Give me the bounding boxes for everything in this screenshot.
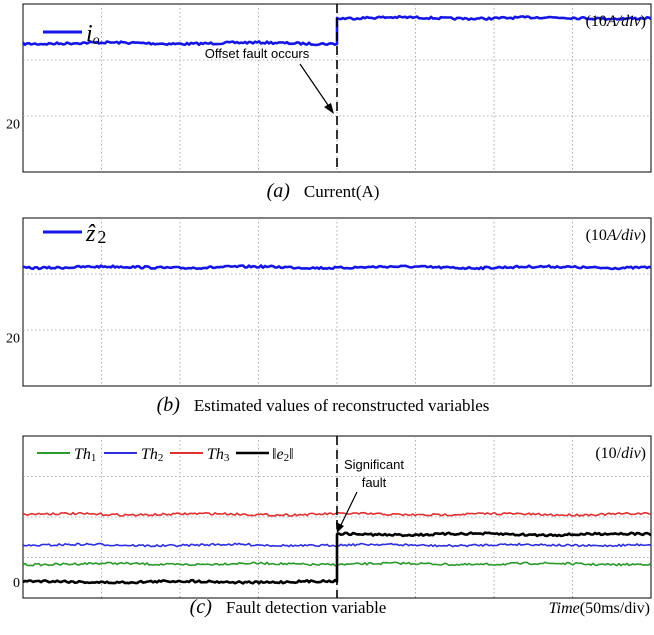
series-group-a <box>22 4 652 172</box>
legend-symbol: ‖e <box>272 446 284 463</box>
scale-pre: (10 <box>586 13 607 30</box>
legend-symbol: i <box>86 21 93 47</box>
legend-symbol: ẑ <box>85 221 96 247</box>
scale-label-b: (10A/div) <box>586 227 646 244</box>
legend-subscript: 1 <box>91 452 97 464</box>
caption-paren-close: ) <box>204 596 212 618</box>
panel-c: Th1 Th2 Th3 ‖e2‖ (10/div) 0 Significant … <box>13 435 652 618</box>
annotation-arrowhead-c <box>336 522 344 533</box>
legend-label-io: io <box>86 21 100 48</box>
series-line-b <box>22 264 652 271</box>
annotation-significant-fault-line2: fault <box>362 475 387 490</box>
legend-subscript: o <box>93 33 100 48</box>
caption-letter-c: c <box>196 596 205 618</box>
legend-label-th1: Th1 <box>74 446 96 464</box>
panel-a: io (10A/div) 20 Offset fault occurs (a) C… <box>6 3 652 202</box>
x-axis-label-time: Time <box>549 600 580 617</box>
caption-letter-a: a <box>273 180 283 202</box>
series-group-c <box>22 436 652 598</box>
ytick-label-a: 20 <box>6 117 20 132</box>
scale-italic: A/div <box>606 227 642 244</box>
scale-pre: (10/ <box>595 445 621 462</box>
x-axis-label: Time(50ms/div) <box>549 600 650 617</box>
x-axis-label-scale: (50ms/div) <box>580 600 650 617</box>
legend-subscript: 2 <box>158 452 164 464</box>
scale-pre: (10 <box>586 227 607 244</box>
grid-b <box>23 218 651 386</box>
scale-italic: A/div <box>606 13 642 30</box>
legend-symbol: Th <box>74 446 91 463</box>
ytick-label-c: 0 <box>13 576 20 591</box>
ytick-label-b: 20 <box>6 331 20 346</box>
scale-label-c: (10/div) <box>595 445 646 462</box>
annotation-arrow-a <box>299 63 331 109</box>
grid-c <box>23 436 651 598</box>
legend-symbol: Th <box>141 446 158 463</box>
legend-subscript: 2 <box>284 452 290 464</box>
legend-subscript: 3 <box>224 452 230 464</box>
annotation-significant-fault-line1: Significant <box>344 457 404 472</box>
caption-paren-close: ) <box>172 394 180 416</box>
legend-post: ‖ <box>289 446 294 463</box>
caption-paren-close: ) <box>282 180 290 202</box>
legend-c: Th1 Th2 Th3 ‖e2‖ <box>37 446 294 464</box>
caption-a: (a) Current(A) <box>267 180 380 202</box>
caption-b: (b) Estimated values of reconstructed var… <box>157 394 490 416</box>
caption-paren-open: ( <box>157 394 165 416</box>
scale-post: ) <box>641 227 646 244</box>
caption-letter-b: b <box>163 394 173 416</box>
annotation-arrow-c <box>339 491 358 528</box>
scale-post: ) <box>641 445 646 462</box>
series-group-b <box>22 264 652 271</box>
caption-paren-open: ( <box>267 180 275 202</box>
legend-label-e2: ‖e2‖ <box>272 446 294 464</box>
scale-label-a: (10A/div) <box>586 13 646 30</box>
caption-text-c: Fault detection variable <box>226 598 387 617</box>
scale-post: ) <box>641 13 646 30</box>
scale-italic: div <box>621 445 641 462</box>
caption-paren-open: ( <box>190 596 198 618</box>
legend-label-th2: Th2 <box>141 446 163 464</box>
legend-label-th3: Th3 <box>207 446 230 464</box>
annotation-offset-fault: Offset fault occurs <box>205 46 310 61</box>
caption-text-b: Estimated values of reconstructed variab… <box>194 396 490 415</box>
legend-symbol: Th <box>207 446 224 463</box>
caption-text-a: Current(A) <box>304 182 380 201</box>
annotation-arrowhead-a <box>324 103 334 114</box>
caption-c: (c) Fault detection variable <box>190 596 387 618</box>
legend-subscript: 2 <box>97 227 106 247</box>
